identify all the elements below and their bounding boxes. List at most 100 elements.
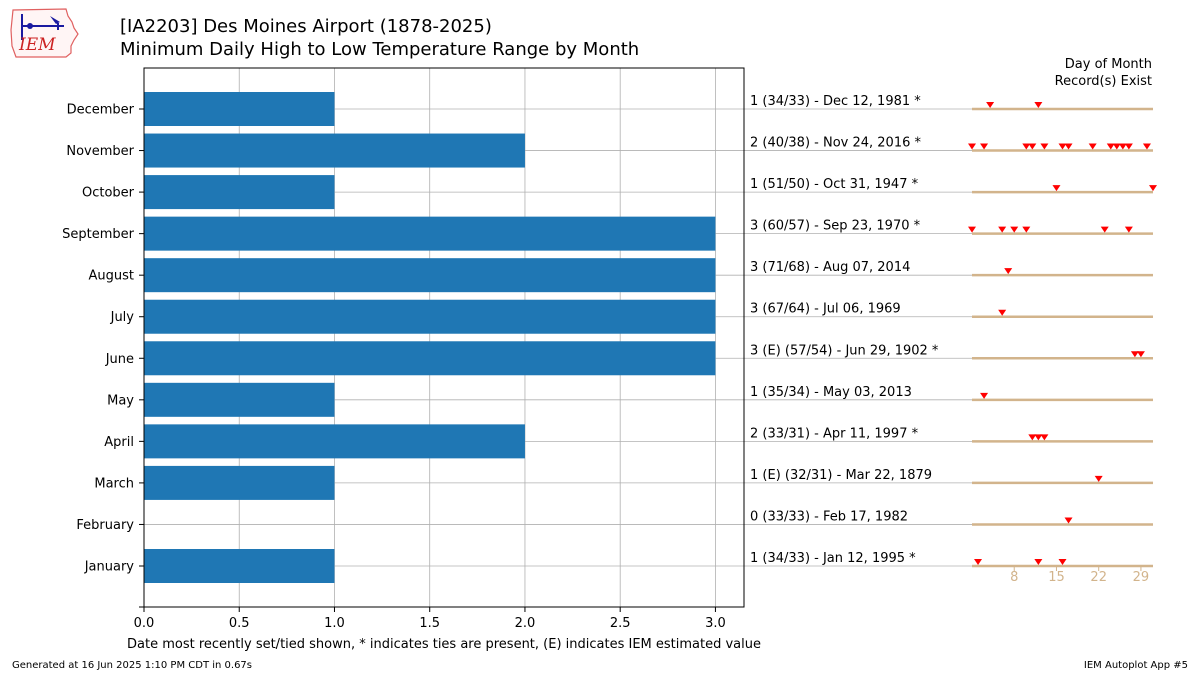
bar bbox=[144, 549, 335, 583]
record-day-marker bbox=[968, 226, 976, 233]
record-day-marker bbox=[1124, 226, 1133, 233]
day-tick-label: 8 bbox=[1010, 570, 1018, 585]
footer-generated-text: Generated at 16 Jun 2025 1:10 PM CDT in … bbox=[12, 660, 253, 671]
record-day-marker bbox=[1058, 143, 1067, 150]
annotation-layer: 1 (34/33) - Jan 12, 1995 * 0 (33/33) - Fe… bbox=[750, 94, 939, 566]
bar bbox=[144, 465, 335, 500]
y-tick-label: May bbox=[107, 393, 134, 408]
record-day-marker bbox=[974, 559, 983, 565]
y-tick-label: June bbox=[105, 352, 134, 367]
record-day-marker bbox=[1064, 143, 1073, 150]
record-day-marker bbox=[1088, 143, 1097, 150]
logo-text: IEM bbox=[18, 35, 56, 55]
x-tick-label: 0.0 bbox=[134, 616, 155, 631]
day-of-month-title-line2: Record(s) Exist bbox=[1054, 74, 1152, 89]
day-tick-label: 22 bbox=[1090, 570, 1107, 585]
record-day-marker bbox=[1022, 143, 1031, 150]
record-annotation: 3 (60/57) - Sep 23, 1970 * bbox=[750, 219, 921, 234]
record-annotation: 2 (40/38) - Nov 24, 2016 * bbox=[750, 136, 921, 151]
record-day-marker bbox=[1142, 143, 1151, 150]
day-of-month-title: Day of Month Record(s) Exist bbox=[1055, 56, 1152, 90]
chart-subtitle: Minimum Daily High to Low Temperature Ra… bbox=[120, 39, 640, 60]
record-day-marker bbox=[1058, 559, 1067, 565]
record-day-marker bbox=[1010, 226, 1019, 233]
record-day-marker bbox=[1028, 143, 1037, 150]
bar bbox=[144, 133, 525, 168]
bar bbox=[144, 341, 716, 376]
axes-layer: 0.0 0.5 1.0 1.5 2.0 2.5 3.0 January February Marc… bbox=[62, 67, 745, 631]
x-tick-label: 0.5 bbox=[229, 616, 250, 631]
record-day-marker bbox=[998, 309, 1007, 316]
record-day-marker bbox=[998, 226, 1007, 233]
record-annotation: 3 (E) (57/54) - Jun 29, 1902 * bbox=[750, 343, 939, 358]
record-day-marker bbox=[1094, 475, 1103, 482]
record-annotation: 2 (33/31) - Apr 11, 1997 * bbox=[750, 426, 919, 441]
record-day-marker bbox=[1028, 434, 1037, 441]
bar bbox=[144, 258, 716, 293]
record-day-marker bbox=[1022, 226, 1031, 233]
y-tick-label: December bbox=[67, 103, 135, 118]
bar bbox=[144, 424, 525, 459]
x-tick-label: 3.0 bbox=[705, 616, 726, 631]
record-annotation: 1 (35/34) - May 03, 2013 bbox=[750, 385, 912, 400]
bars-layer bbox=[144, 92, 716, 583]
record-day-marker bbox=[1052, 185, 1061, 192]
record-day-marker bbox=[1118, 143, 1127, 150]
bar bbox=[144, 299, 716, 334]
iowa-state-outline bbox=[10, 8, 79, 58]
record-day-marker bbox=[1106, 143, 1115, 150]
day-tick-label: 29 bbox=[1133, 570, 1150, 585]
record-day-marker bbox=[1130, 351, 1139, 358]
record-day-marker bbox=[1034, 559, 1043, 565]
x-tick-label: 1.5 bbox=[419, 616, 440, 631]
record-annotation: 1 (E) (32/31) - Mar 22, 1879 bbox=[750, 468, 932, 483]
record-day-marker bbox=[1040, 434, 1049, 441]
record-day-marker bbox=[1112, 143, 1121, 150]
record-annotation: 3 (71/68) - Aug 07, 2014 bbox=[750, 260, 910, 275]
record-day-marker bbox=[1040, 143, 1049, 150]
bar bbox=[144, 382, 335, 417]
record-day-marker bbox=[1149, 185, 1157, 192]
record-annotation: 1 (34/33) - Jan 12, 1995 * bbox=[750, 551, 916, 566]
day-tick-label: 15 bbox=[1048, 570, 1065, 585]
bar bbox=[144, 216, 716, 251]
record-day-marker bbox=[1064, 517, 1073, 524]
x-tick-label: 2.0 bbox=[515, 616, 536, 631]
iem-logo: IEM bbox=[10, 8, 79, 58]
chart-title: [IA2203] Des Moines Airport (1878-2025) bbox=[120, 16, 492, 37]
footer-app-text: IEM Autoplot App #5 bbox=[1083, 660, 1188, 671]
record-day-marker bbox=[1124, 143, 1133, 150]
y-tick-label: July bbox=[110, 310, 135, 325]
record-day-marker bbox=[986, 102, 995, 108]
y-tick-label: April bbox=[104, 435, 134, 450]
y-tick-label: August bbox=[89, 269, 135, 284]
record-annotation: 3 (67/64) - Jul 06, 1969 bbox=[750, 302, 901, 317]
record-day-marker bbox=[980, 392, 989, 399]
record-annotation: 0 (33/33) - Feb 17, 1982 bbox=[750, 509, 908, 524]
bar bbox=[144, 175, 335, 210]
y-tick-label: November bbox=[66, 144, 134, 159]
bar bbox=[144, 92, 335, 126]
x-axis-label: Date most recently set/tied shown, * ind… bbox=[127, 637, 761, 652]
plot-frame bbox=[143, 67, 745, 608]
record-day-marker bbox=[1004, 268, 1013, 275]
y-tick-label: September bbox=[62, 227, 135, 242]
record-day-marker bbox=[1136, 351, 1145, 358]
weather-station-dot bbox=[27, 23, 33, 29]
wind-vane-icon bbox=[50, 16, 60, 24]
record-day-marker bbox=[1034, 102, 1043, 108]
y-tick-label: January bbox=[84, 560, 135, 575]
day-of-month-layer: 8 15 22 29 bbox=[968, 102, 1157, 585]
record-annotation: 1 (51/50) - Oct 31, 1947 * bbox=[750, 177, 919, 192]
y-tick-label: February bbox=[76, 518, 134, 533]
record-day-marker bbox=[1034, 434, 1043, 441]
y-tick-label: March bbox=[94, 476, 134, 491]
x-tick-label: 2.5 bbox=[610, 616, 631, 631]
record-annotation: 1 (34/33) - Dec 12, 1981 * bbox=[750, 94, 921, 109]
day-of-month-title-line1: Day of Month bbox=[1064, 57, 1152, 72]
record-day-marker bbox=[1100, 226, 1109, 233]
record-day-marker bbox=[980, 143, 989, 150]
record-day-marker bbox=[968, 143, 976, 150]
y-tick-label: October bbox=[82, 186, 135, 201]
